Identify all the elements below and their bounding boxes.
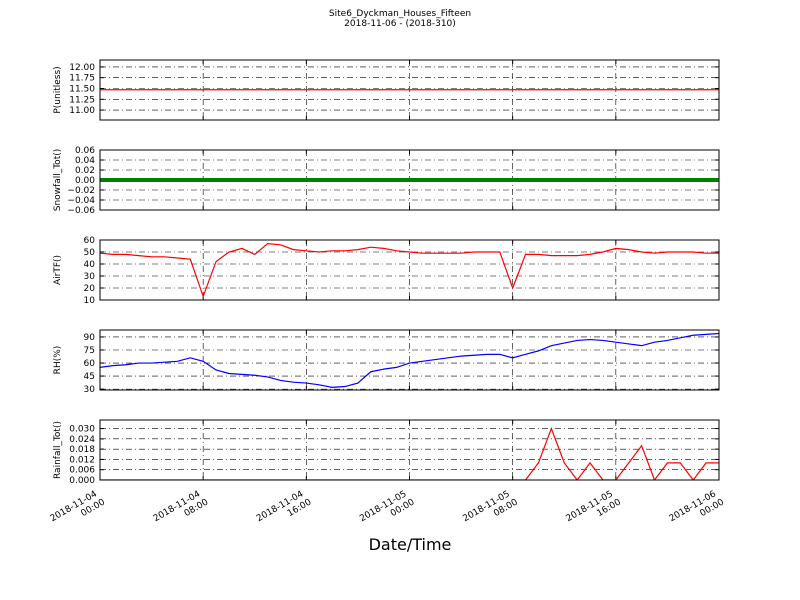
y-tick-label: 11.00 [69,106,95,116]
plot-frame [99,419,720,481]
y-tick-label: 11.75 [69,74,95,84]
data-line [100,242,719,299]
y-tick-label: 60 [84,236,96,246]
y-tick-label: 0.006 [69,466,95,476]
y-tick-label: 10 [84,296,96,306]
y-tick-label: 30 [84,385,96,395]
y-tick-label: 0.06 [75,146,95,156]
y-tick-label: 11.50 [69,84,95,94]
y-tick-label: −0.06 [67,206,95,216]
y-axis-title: RH(%) [53,346,63,375]
plot-frame [99,329,720,391]
y-tick-label: 0.02 [75,166,95,176]
y-tick-label: 45 [84,372,95,382]
plot-frame [99,239,720,301]
chart-title: Site6_Dyckman_Houses_Fifteen [329,9,471,19]
y-tick-label: 0.018 [69,445,95,455]
y-tick-label: 0.000 [69,476,95,486]
y-tick-label: −0.02 [67,186,95,196]
y-tick-label: 40 [84,260,96,270]
y-tick-label: 12.00 [69,63,95,73]
y-tick-label: 0.04 [75,156,95,166]
chart-subtitle: 2018-11-06 - (2018-310) [344,19,456,29]
y-axis-title: AirTF() [53,255,63,285]
y-axis-title: Rainfall_Tot() [53,421,63,479]
y-tick-label: −0.04 [67,196,95,206]
y-tick-label: 0.030 [69,425,95,435]
y-tick-label: 90 [84,333,96,343]
data-line [100,332,719,388]
y-tick-label: 0.00 [75,176,95,186]
y-axis-title: Snowfall_Tot() [53,149,63,212]
plot-frame [99,59,720,121]
y-tick-label: 20 [84,284,96,294]
y-tick-label: 60 [84,359,96,369]
y-tick-label: 0.024 [69,435,95,445]
y-tick-label: 11.25 [69,95,95,105]
y-axis-title: P(unitless) [53,66,63,113]
y-tick-label: 75 [84,346,95,356]
y-tick-label: 0.012 [69,455,95,465]
x-axis-title: Date/Time [369,535,452,554]
y-tick-label: 30 [84,272,96,282]
y-tick-label: 50 [84,248,96,258]
plot-frame [99,149,720,211]
